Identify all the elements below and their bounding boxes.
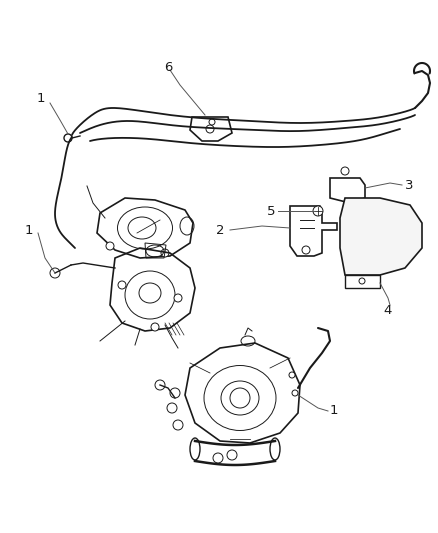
Circle shape [358,278,364,284]
Text: 5: 5 [266,205,274,217]
Circle shape [173,294,182,302]
Circle shape [151,323,159,331]
Circle shape [301,246,309,254]
Text: 6: 6 [163,61,172,74]
Circle shape [291,390,297,396]
Text: 1: 1 [329,405,338,417]
Circle shape [226,450,237,460]
Circle shape [64,134,72,142]
Text: 1: 1 [25,223,33,237]
Text: 4: 4 [383,303,391,317]
Circle shape [212,453,223,463]
Circle shape [166,403,177,413]
Circle shape [155,380,165,390]
Circle shape [205,125,213,133]
Circle shape [170,388,180,398]
Circle shape [230,388,249,408]
Circle shape [208,119,215,125]
Circle shape [173,420,183,430]
Circle shape [118,281,126,289]
Polygon shape [339,198,421,275]
Circle shape [106,242,114,250]
Text: 3: 3 [404,179,413,191]
Circle shape [340,167,348,175]
Circle shape [288,372,294,378]
Circle shape [50,268,60,278]
Circle shape [312,206,322,216]
Text: 1: 1 [36,92,45,104]
Text: 2: 2 [216,223,225,237]
Circle shape [353,203,361,211]
Circle shape [161,249,169,257]
